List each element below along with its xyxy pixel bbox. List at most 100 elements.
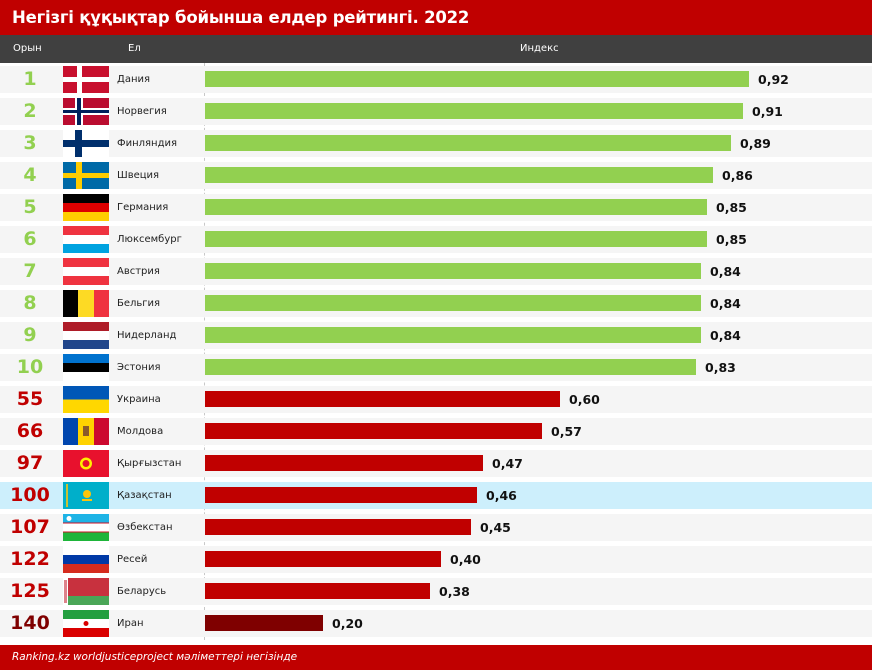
country-name: Украина bbox=[117, 394, 161, 405]
table-row: 7 Австрия 0,84 bbox=[0, 258, 872, 285]
value-label: 0,91 bbox=[752, 104, 783, 119]
table-row: 55 Украина 0,60 bbox=[0, 386, 872, 413]
rank-number: 3 bbox=[23, 132, 37, 154]
rank-number: 5 bbox=[23, 196, 37, 218]
bar-belarus bbox=[205, 583, 430, 599]
bar-norway bbox=[205, 103, 743, 119]
flag-iran-icon bbox=[63, 610, 109, 637]
value-label: 0,60 bbox=[569, 392, 600, 407]
value-label: 0,83 bbox=[705, 360, 736, 375]
rank-number: 66 bbox=[16, 420, 44, 442]
flag-luxembourg-icon bbox=[63, 226, 109, 253]
bar-germany bbox=[205, 199, 707, 215]
table-row: 140 Иран 0,20 bbox=[0, 610, 872, 637]
table-row: 6 Люксембург 0,85 bbox=[0, 226, 872, 253]
rank-number: 125 bbox=[10, 580, 50, 602]
header-rank: Орын bbox=[13, 43, 42, 54]
flag-ukraine-icon bbox=[63, 386, 109, 413]
flag-austria-icon bbox=[63, 258, 109, 285]
rank-number: 107 bbox=[10, 516, 50, 538]
table-row: 125 Беларусь 0,38 bbox=[0, 578, 872, 605]
table-row: 100 Қазақстан 0,46 bbox=[0, 482, 872, 509]
bar-moldova bbox=[205, 423, 542, 439]
rank-number: 55 bbox=[16, 388, 44, 410]
country-name: Люксембург bbox=[117, 234, 182, 245]
bar-luxembourg bbox=[205, 231, 707, 247]
rank-number: 140 bbox=[10, 612, 50, 634]
rank-number: 100 bbox=[10, 484, 50, 506]
flag-kazakhstan-icon bbox=[63, 482, 109, 509]
country-name: Қазақстан bbox=[117, 490, 172, 501]
value-label: 0,46 bbox=[486, 488, 517, 503]
table-row: 122 Ресей 0,40 bbox=[0, 546, 872, 573]
value-label: 0,20 bbox=[332, 616, 363, 631]
flag-finland-icon bbox=[63, 130, 109, 157]
bar-russia bbox=[205, 551, 441, 567]
flag-russia-icon bbox=[63, 546, 109, 573]
table-row: 3 Финляндия 0,89 bbox=[0, 130, 872, 157]
value-label: 0,47 bbox=[492, 456, 523, 471]
value-label: 0,40 bbox=[450, 552, 481, 567]
table-row: 8 Бельгия 0,84 bbox=[0, 290, 872, 317]
header-country: Ел bbox=[128, 43, 141, 54]
bar-netherlands bbox=[205, 327, 701, 343]
bar-kyrgyzstan bbox=[205, 455, 483, 471]
bar-estonia bbox=[205, 359, 696, 375]
value-label: 0,57 bbox=[551, 424, 582, 439]
rank-number: 6 bbox=[23, 228, 37, 250]
bar-axis-divider bbox=[204, 63, 205, 640]
value-label: 0,84 bbox=[710, 296, 741, 311]
rank-number: 1 bbox=[23, 68, 37, 90]
flag-germany-icon bbox=[63, 194, 109, 221]
value-label: 0,85 bbox=[716, 232, 747, 247]
flag-moldova-icon bbox=[63, 418, 109, 445]
bar-sweden bbox=[205, 167, 713, 183]
bar-finland bbox=[205, 135, 731, 151]
rank-number: 122 bbox=[10, 548, 50, 570]
country-name: Бельгия bbox=[117, 298, 161, 309]
table-row: 97 Қырғызстан 0,47 bbox=[0, 450, 872, 477]
chart-title: Негізгі құқықтар бойынша елдер рейтингі.… bbox=[0, 0, 872, 35]
country-name: Германия bbox=[117, 202, 169, 213]
value-label: 0,85 bbox=[716, 200, 747, 215]
rank-number: 10 bbox=[16, 356, 44, 378]
rank-number: 2 bbox=[23, 100, 37, 122]
table-row: 66 Молдова 0,57 bbox=[0, 418, 872, 445]
rank-number: 97 bbox=[16, 452, 44, 474]
value-label: 0,38 bbox=[439, 584, 470, 599]
country-name: Финляндия bbox=[117, 138, 178, 149]
country-name: Ресей bbox=[117, 554, 148, 565]
table-row: 10 Эстония 0,83 bbox=[0, 354, 872, 381]
table-row: 9 Нидерланд 0,84 bbox=[0, 322, 872, 349]
country-name: Австрия bbox=[117, 266, 160, 277]
rank-number: 4 bbox=[23, 164, 37, 186]
flag-sweden-icon bbox=[63, 162, 109, 189]
table-row: 107 Өзбекстан 0,45 bbox=[0, 514, 872, 541]
flag-kyrgyzstan-icon bbox=[63, 450, 109, 477]
bar-iran bbox=[205, 615, 323, 631]
value-label: 0,84 bbox=[710, 264, 741, 279]
value-label: 0,89 bbox=[740, 136, 771, 151]
country-name: Норвегия bbox=[117, 106, 167, 117]
flag-denmark-icon bbox=[63, 66, 109, 93]
value-label: 0,84 bbox=[710, 328, 741, 343]
country-name: Дания bbox=[117, 74, 150, 85]
rank-number: 8 bbox=[23, 292, 37, 314]
flag-norway-icon bbox=[63, 98, 109, 125]
bar-belgium bbox=[205, 295, 701, 311]
value-label: 0,92 bbox=[758, 72, 789, 87]
table-row: 5 Германия 0,85 bbox=[0, 194, 872, 221]
column-header-bar: Орын Ел Индекс bbox=[0, 35, 872, 63]
bar-austria bbox=[205, 263, 701, 279]
table-row: 4 Швеция 0,86 bbox=[0, 162, 872, 189]
country-name: Беларусь bbox=[117, 586, 167, 597]
table-row: 2 Норвегия 0,91 bbox=[0, 98, 872, 125]
country-name: Өзбекстан bbox=[117, 522, 173, 533]
bar-kazakhstan bbox=[205, 487, 477, 503]
bar-denmark bbox=[205, 71, 749, 87]
table-row: 1 Дания 0,92 bbox=[0, 66, 872, 93]
header-index: Индекс bbox=[520, 43, 559, 54]
flag-uzbekistan-icon bbox=[63, 514, 109, 541]
flag-estonia-icon bbox=[63, 354, 109, 381]
country-name: Қырғызстан bbox=[117, 458, 182, 469]
